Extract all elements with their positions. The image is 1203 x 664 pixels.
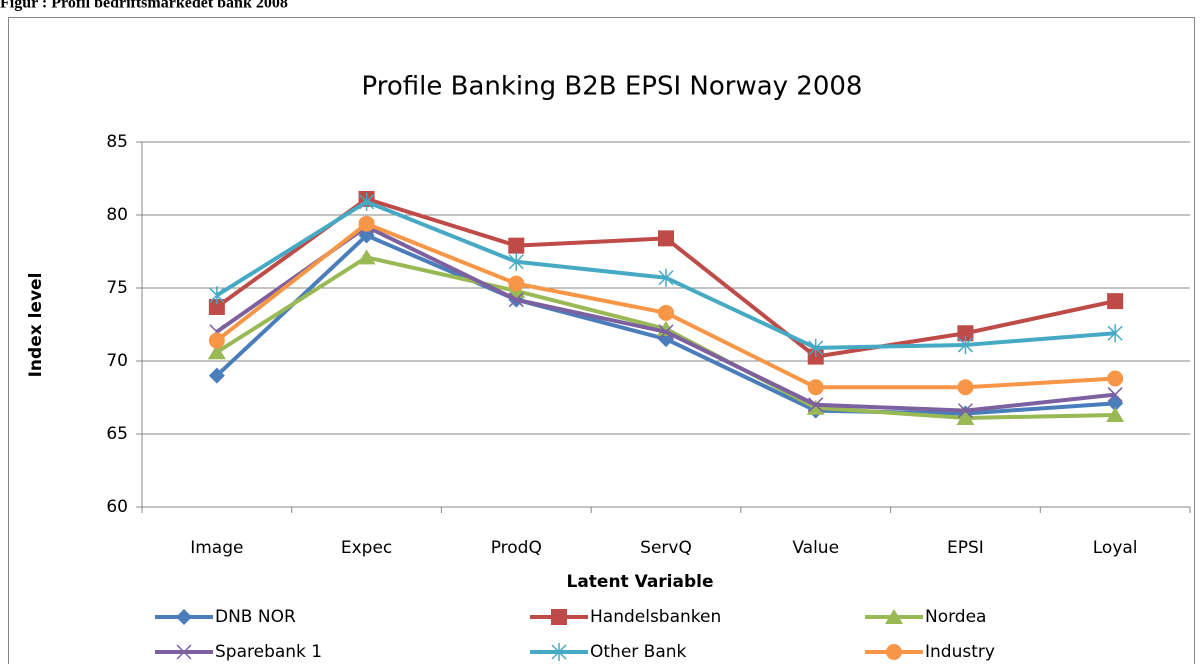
- marker: [806, 399, 825, 415]
- marker: [957, 379, 974, 396]
- marker: [508, 292, 524, 308]
- marker: [176, 644, 192, 660]
- chart-title: Profile Banking B2B EPSI Norway 2008: [362, 72, 863, 102]
- marker: [808, 338, 824, 357]
- y-tick-label: 65: [106, 424, 128, 444]
- x-tick-label: Expec: [341, 538, 392, 558]
- marker: [658, 230, 674, 247]
- marker: [508, 237, 525, 254]
- marker: [1107, 387, 1123, 403]
- marker: [808, 397, 824, 413]
- x-tick-label: ServQ: [640, 538, 692, 558]
- y-axis-label: Index level: [26, 273, 46, 378]
- marker: [176, 609, 192, 625]
- marker: [886, 644, 902, 660]
- marker: [207, 344, 226, 360]
- legend-label: Sparebank 1: [215, 642, 322, 662]
- marker: [208, 367, 225, 384]
- y-tick-label: 80: [106, 205, 128, 225]
- x-axis-label: Latent Variable: [566, 572, 713, 592]
- marker: [209, 286, 225, 305]
- marker: [885, 609, 903, 624]
- legend-label: Industry: [925, 642, 995, 662]
- legend-label: Handelsbanken: [590, 607, 721, 627]
- marker: [208, 298, 225, 315]
- marker: [957, 325, 974, 342]
- y-tick-label: 85: [106, 132, 128, 152]
- marker: [807, 379, 824, 396]
- marker: [359, 192, 375, 211]
- marker: [957, 403, 973, 419]
- x-tick-label: Value: [792, 538, 839, 558]
- y-tick-label: 70: [106, 351, 128, 371]
- marker: [957, 335, 973, 354]
- x-tick-label: Image: [190, 538, 243, 558]
- marker: [658, 324, 674, 340]
- legend-label: Nordea: [925, 607, 986, 627]
- marker: [358, 215, 375, 232]
- marker: [551, 609, 567, 625]
- marker: [1107, 370, 1124, 387]
- marker: [357, 249, 376, 265]
- marker: [658, 304, 674, 321]
- y-tick-label: 75: [106, 278, 128, 298]
- marker: [1107, 324, 1123, 343]
- marker: [1106, 407, 1125, 423]
- y-tick-label: 60: [106, 497, 128, 517]
- x-tick-label: ProdQ: [491, 538, 542, 558]
- marker: [658, 268, 674, 287]
- marker: [956, 409, 975, 425]
- marker: [508, 252, 524, 271]
- caption: Figur : Profil bedriftsmarkedet bank 200…: [0, 0, 288, 12]
- x-tick-label: Loyal: [1093, 538, 1138, 558]
- x-tick-label: EPSI: [947, 538, 984, 558]
- legend-label: Other Bank: [590, 642, 687, 662]
- marker: [508, 275, 525, 292]
- marker: [1107, 293, 1124, 310]
- legend-label: DNB NOR: [215, 607, 296, 627]
- marker: [208, 332, 225, 349]
- marker: [551, 643, 567, 661]
